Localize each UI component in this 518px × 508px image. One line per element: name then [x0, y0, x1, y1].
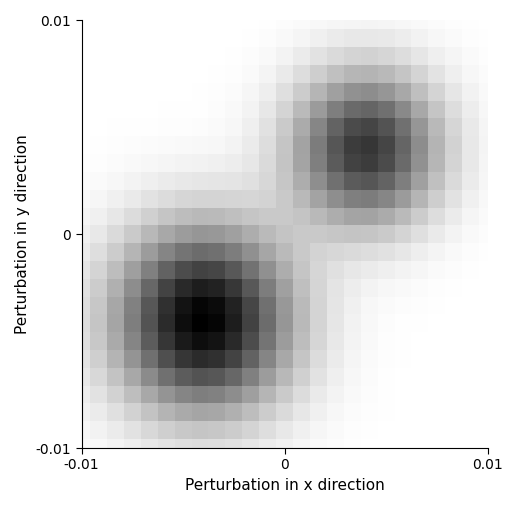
Y-axis label: Perturbation in y direction: Perturbation in y direction: [15, 135, 30, 334]
X-axis label: Perturbation in x direction: Perturbation in x direction: [185, 478, 384, 493]
